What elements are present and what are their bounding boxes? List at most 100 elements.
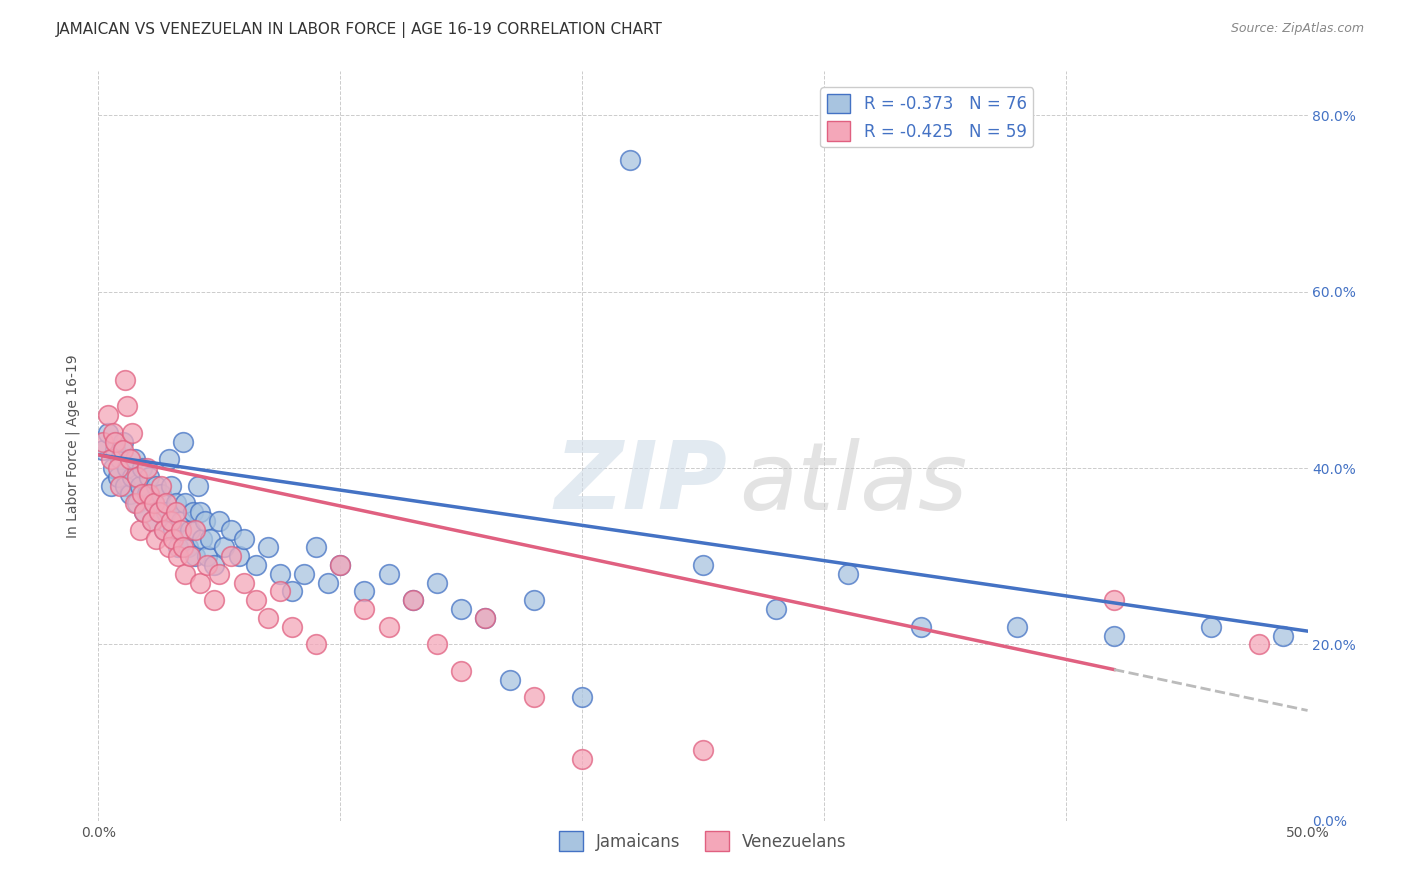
Point	[228, 549, 250, 564]
Point	[101, 425, 124, 440]
Point	[107, 470, 129, 484]
Point	[114, 373, 136, 387]
Point	[329, 558, 352, 572]
Point	[160, 514, 183, 528]
Text: JAMAICAN VS VENEZUELAN IN LABOR FORCE | AGE 16-19 CORRELATION CHART: JAMAICAN VS VENEZUELAN IN LABOR FORCE | …	[56, 22, 664, 38]
Point	[1249, 637, 1271, 651]
Point	[191, 532, 214, 546]
Point	[474, 611, 496, 625]
Point	[150, 487, 173, 501]
Point	[1102, 628, 1125, 642]
Point	[198, 532, 221, 546]
Point	[143, 496, 166, 510]
Point	[160, 478, 183, 492]
Point	[523, 593, 546, 607]
Point	[141, 514, 163, 528]
Text: atlas: atlas	[740, 438, 967, 529]
Point	[619, 153, 641, 167]
Point	[450, 664, 472, 678]
Point	[188, 505, 211, 519]
Point	[141, 514, 163, 528]
Point	[292, 566, 315, 581]
Point	[150, 478, 173, 492]
Point	[1102, 593, 1125, 607]
Point	[128, 523, 150, 537]
Point	[184, 523, 207, 537]
Point	[117, 400, 139, 414]
Point	[523, 690, 546, 705]
Point	[837, 566, 859, 581]
Point	[195, 549, 218, 564]
Point	[145, 532, 167, 546]
Point	[101, 461, 124, 475]
Point	[100, 452, 122, 467]
Point	[204, 558, 226, 572]
Y-axis label: In Labor Force | Age 16-19: In Labor Force | Age 16-19	[65, 354, 80, 538]
Point	[179, 523, 201, 537]
Point	[571, 752, 593, 766]
Point	[245, 558, 267, 572]
Point	[221, 523, 243, 537]
Point	[194, 514, 217, 528]
Point	[232, 575, 254, 590]
Point	[165, 496, 187, 510]
Point	[204, 593, 226, 607]
Point	[353, 584, 375, 599]
Point	[100, 478, 122, 492]
Point	[134, 505, 156, 519]
Point	[208, 514, 231, 528]
Point	[402, 593, 425, 607]
Point	[179, 549, 201, 564]
Legend: Jamaicans, Venezuelans: Jamaicans, Venezuelans	[553, 825, 853, 857]
Point	[121, 470, 143, 484]
Point	[135, 487, 157, 501]
Point	[118, 487, 141, 501]
Point	[97, 408, 120, 422]
Point	[245, 593, 267, 607]
Point	[1199, 620, 1222, 634]
Point	[134, 505, 156, 519]
Text: Source: ZipAtlas.com: Source: ZipAtlas.com	[1230, 22, 1364, 36]
Point	[498, 673, 520, 687]
Point	[118, 452, 141, 467]
Point	[377, 566, 399, 581]
Point	[172, 541, 194, 555]
Point	[281, 620, 304, 634]
Point	[108, 452, 131, 467]
Point	[152, 523, 174, 537]
Point	[195, 558, 218, 572]
Point	[155, 505, 177, 519]
Point	[167, 541, 190, 555]
Point	[212, 541, 235, 555]
Point	[114, 478, 136, 492]
Point	[127, 470, 149, 484]
Point	[571, 690, 593, 705]
Point	[143, 496, 166, 510]
Point	[377, 620, 399, 634]
Point	[162, 523, 184, 537]
Point	[305, 637, 328, 651]
Point	[97, 425, 120, 440]
Point	[138, 470, 160, 484]
Point	[269, 584, 291, 599]
Point	[167, 549, 190, 564]
Point	[269, 566, 291, 581]
Point	[177, 541, 200, 555]
Point	[111, 443, 134, 458]
Point	[692, 558, 714, 572]
Point	[426, 575, 449, 590]
Point	[174, 566, 197, 581]
Point	[174, 496, 197, 510]
Point	[117, 461, 139, 475]
Point	[188, 575, 211, 590]
Point	[184, 549, 207, 564]
Point	[155, 496, 177, 510]
Point	[165, 505, 187, 519]
Point	[124, 452, 146, 467]
Point	[316, 575, 339, 590]
Text: ZIP: ZIP	[554, 437, 727, 530]
Point	[128, 478, 150, 492]
Point	[104, 443, 127, 458]
Point	[187, 478, 209, 492]
Point	[135, 461, 157, 475]
